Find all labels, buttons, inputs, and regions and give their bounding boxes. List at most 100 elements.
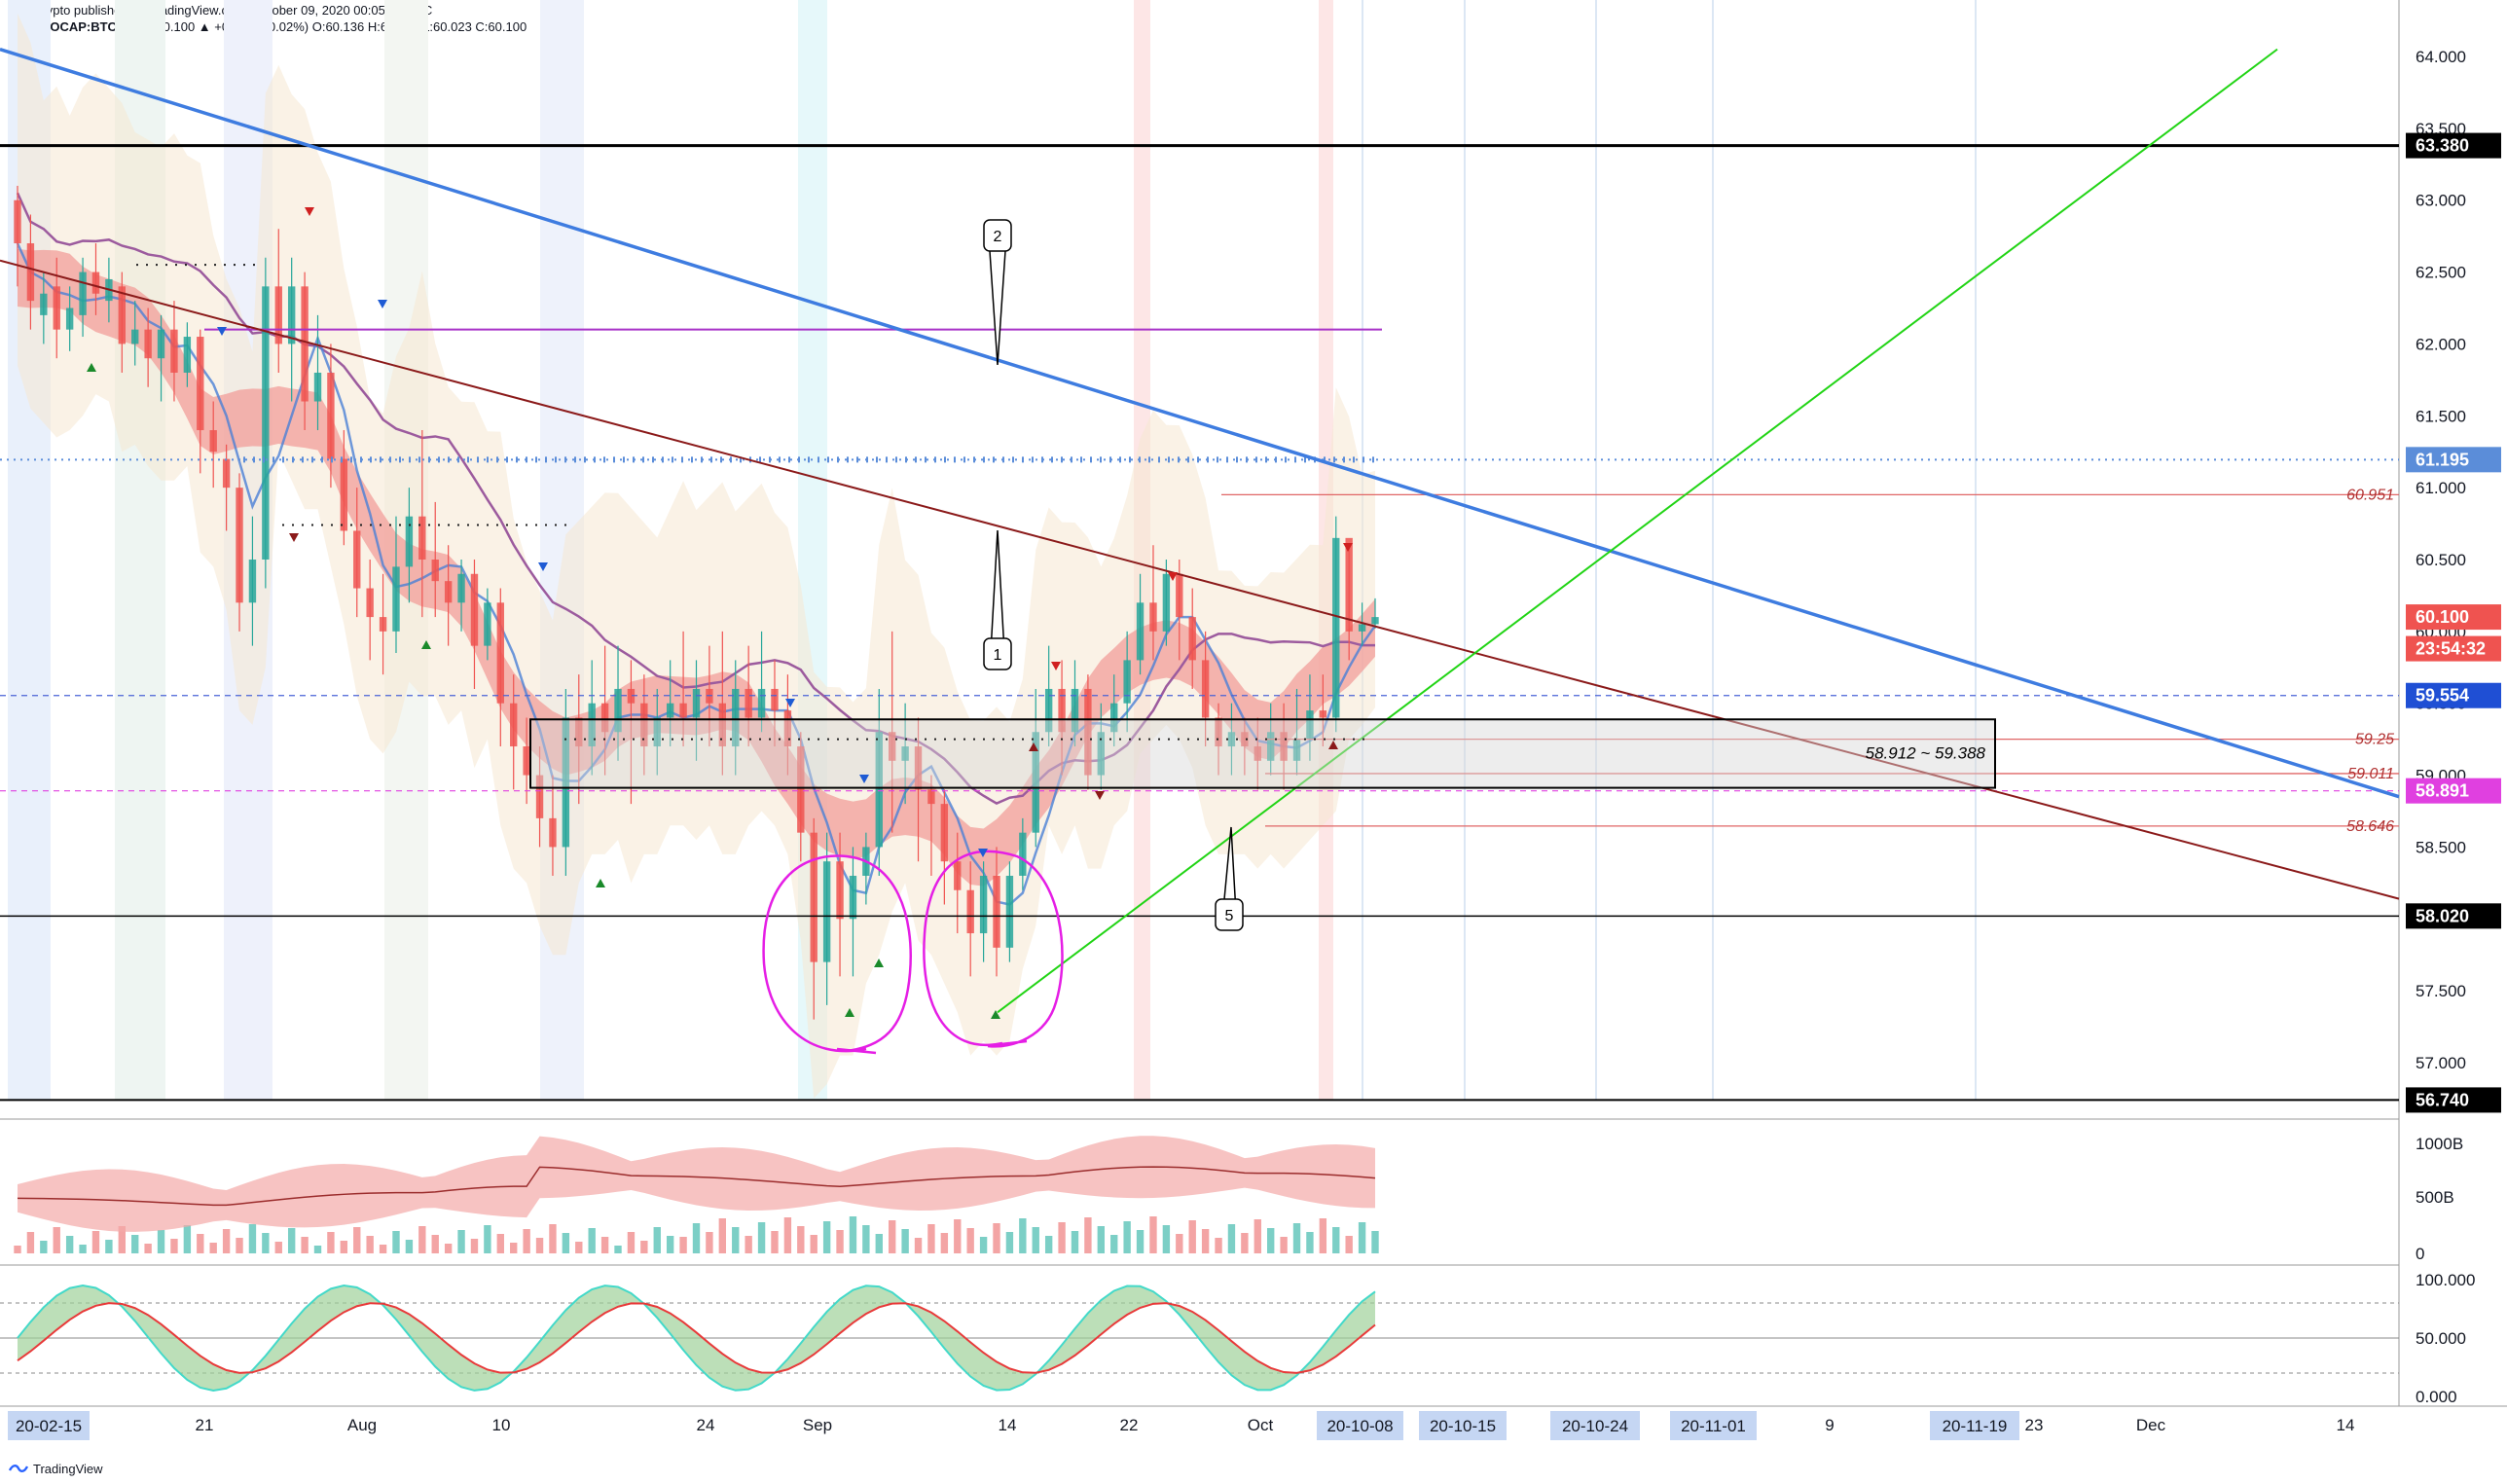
price-tick-label: 57.000 — [2416, 1054, 2466, 1072]
price-tick-label: 57.500 — [2416, 982, 2466, 1000]
time-tick-label: 9 — [1825, 1416, 1834, 1434]
callout-label: 2 — [994, 229, 1002, 245]
candle-body — [131, 329, 139, 344]
volume-bar — [14, 1246, 21, 1253]
price-label: 56.740 — [2416, 1090, 2469, 1109]
volume-bar — [105, 1240, 113, 1253]
candle-body — [523, 746, 530, 776]
callout-pointer — [989, 250, 1006, 366]
callout-box — [1215, 898, 1244, 931]
volume-bar — [889, 1220, 896, 1253]
candle-body — [1097, 732, 1106, 776]
volume-bar — [979, 1237, 988, 1253]
candle-body — [1110, 703, 1118, 733]
sell-signal-arrow — [217, 327, 227, 336]
volume-bar — [287, 1228, 296, 1253]
price-label-box — [2406, 778, 2501, 804]
candle-body — [1058, 688, 1066, 733]
callout-label: 1 — [994, 647, 1002, 664]
candle-body — [1123, 660, 1131, 704]
candle-body — [274, 286, 282, 344]
callout-box — [983, 219, 1012, 252]
tradingview-icon — [8, 1464, 29, 1472]
price-tick-label: 61.000 — [2416, 479, 2466, 497]
volume-bar — [327, 1232, 335, 1253]
volume-tick-label: 0 — [2416, 1245, 2424, 1263]
volume-bar — [53, 1227, 60, 1253]
volume-bar — [1044, 1236, 1053, 1253]
candle-body — [366, 588, 374, 618]
volume-bar — [901, 1229, 909, 1253]
candle-body — [549, 817, 557, 848]
volume-bar — [549, 1224, 557, 1253]
buy-signal-arrow — [1328, 741, 1338, 749]
buy-signal-arrow — [87, 363, 96, 372]
volume-bar — [797, 1226, 805, 1253]
candle-body — [379, 617, 387, 632]
candle-body — [287, 286, 296, 344]
volume-bar — [600, 1237, 609, 1253]
volume-bar — [914, 1238, 923, 1253]
volume-bar — [783, 1217, 792, 1253]
candle-body — [209, 430, 217, 452]
price-tick-label: 60.500 — [2416, 551, 2466, 569]
volume-bar — [157, 1230, 165, 1253]
volume-bar — [313, 1246, 322, 1253]
candle-body — [745, 688, 752, 718]
volume-bar — [1123, 1221, 1131, 1253]
volume-bar — [523, 1229, 530, 1253]
candle-body — [65, 308, 74, 330]
candle-body — [718, 703, 727, 747]
volume-bar — [588, 1228, 596, 1253]
volume-bar — [653, 1227, 661, 1253]
double-bottom-circle-left — [762, 854, 912, 1055]
time-highlight-box — [1550, 1411, 1640, 1440]
candle-body — [262, 286, 270, 560]
candle-body — [600, 703, 609, 733]
volume-bar — [340, 1241, 348, 1253]
candle-body — [40, 293, 48, 315]
candle-body — [993, 875, 1000, 948]
candle-body — [327, 372, 335, 459]
volume-bar — [1149, 1216, 1157, 1253]
sell-signal-arrow — [1051, 662, 1061, 670]
volume-bar — [927, 1224, 935, 1253]
candle-body — [457, 573, 465, 603]
volume-bar — [1254, 1219, 1261, 1253]
volume-bar — [627, 1232, 636, 1253]
volume-bar — [1005, 1232, 1014, 1253]
volume-bar — [222, 1229, 231, 1253]
candle-body — [679, 703, 687, 718]
tradingview-brand: TradingView — [33, 1462, 103, 1476]
volume-bar — [1332, 1227, 1340, 1253]
price-tick-label: 62.500 — [2416, 264, 2466, 282]
volume-bar — [666, 1236, 674, 1253]
candle-body — [170, 329, 178, 373]
volume-bar — [418, 1226, 426, 1253]
time-tick-label: 23 — [2025, 1416, 2044, 1434]
volume-bar — [1267, 1228, 1275, 1253]
candle-body — [1227, 732, 1236, 747]
time-tick-label: Aug — [347, 1416, 377, 1434]
time-tick-label: 14 — [2337, 1416, 2355, 1434]
volume-bar — [457, 1230, 465, 1253]
candle-body — [1032, 732, 1039, 833]
candle-body — [535, 775, 544, 818]
candle-body — [1136, 602, 1144, 661]
candle-body — [79, 271, 87, 315]
price-tick-label: 62.000 — [2416, 335, 2466, 353]
candle-body — [236, 488, 243, 603]
volume-bar — [862, 1225, 870, 1253]
bollinger-band — [18, 13, 1375, 1099]
time-highlight-box — [8, 1411, 90, 1440]
candle-body — [144, 329, 152, 359]
candle-body — [313, 372, 322, 402]
price-label: 60.100 — [2416, 607, 2469, 627]
oscillator-tick-label: 50.000 — [2416, 1329, 2466, 1348]
volume-bar — [209, 1243, 217, 1253]
candles — [14, 185, 1379, 1020]
sell-signal-arrow — [305, 207, 314, 216]
volume-bar — [353, 1227, 361, 1253]
tradingview-logo[interactable]: TradingView — [8, 1462, 103, 1476]
